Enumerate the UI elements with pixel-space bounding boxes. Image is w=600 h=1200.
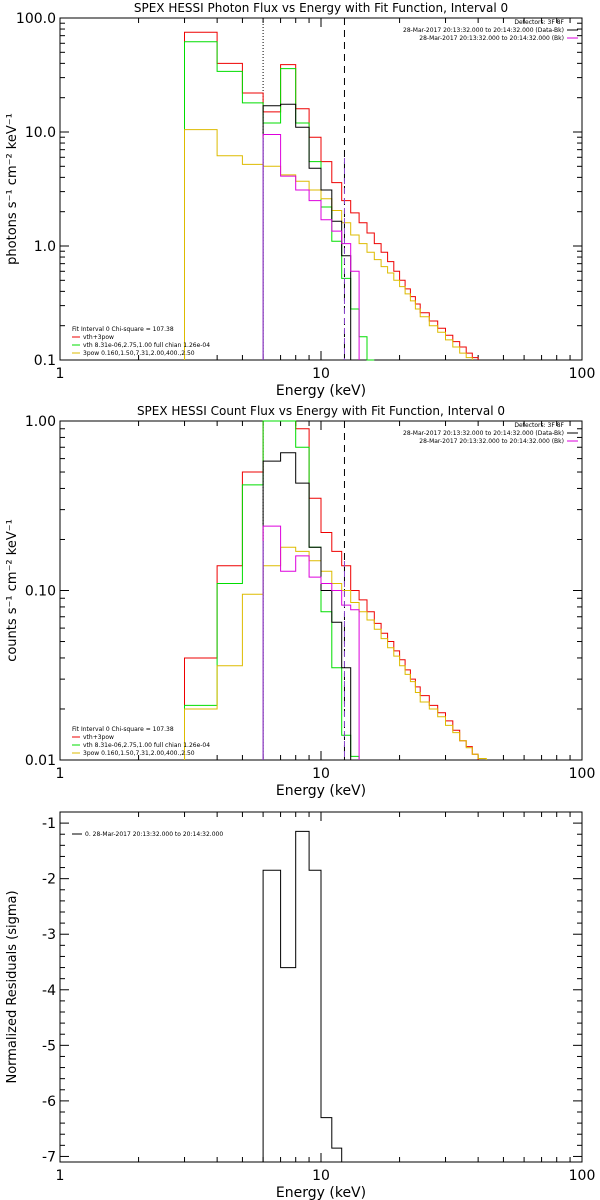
header-text: 28-Mar-2017 20:13:32.000 to 20:14:32.000… [419,35,564,42]
y-tick-label: -4 [42,983,56,999]
series-line-3pow [184,129,473,360]
series-line-3pow [184,546,487,760]
legend-text: Fit Interval 0 Chi-square = 107.38 [72,326,174,333]
header-text: Detectors: 3F 8F [514,422,564,429]
series-line-data-bk [262,103,352,360]
y-tick-label: 0.01 [25,753,56,769]
x-tick-label: 100 [569,1168,596,1184]
series-line-bk [262,525,360,760]
header-text: Detectors: 3F 8F [514,19,564,26]
x-tick-label: 1 [56,366,65,382]
y-tick-label: 1.00 [25,414,56,430]
y-tick-label: -5 [42,1038,56,1054]
legend-text: Fit Interval 0 Chi-square = 107.38 [72,726,174,733]
x-tick-label: 1 [56,766,65,782]
y-axis-label: photons s⁻¹ cm⁻² keV⁻¹ [5,113,20,265]
y-tick-label: 1.0 [34,239,56,255]
x-tick-label: 10 [312,1168,330,1184]
y-tick-label: 0.10 [25,584,56,600]
y-tick-label: -1 [42,816,56,832]
legend-text: vth+3pow [83,334,114,341]
chart-title: SPEX HESSI Photon Flux vs Energy with Fi… [134,1,508,15]
y-axis-label: counts s⁻¹ cm⁻² keV⁻¹ [5,519,20,662]
x-tick-label: 10 [312,366,330,382]
series-line-data-bk [262,452,352,760]
header-text: 28-Mar-2017 20:13:32.000 to 20:14:32.000… [403,430,564,437]
x-tick-label: 100 [569,766,596,782]
y-tick-label: -2 [42,872,56,888]
x-axis-label: Energy (keV) [276,783,366,799]
legend-text: vth 8.31e-06,2.75,1.00 full chian 1.26e-… [83,342,210,349]
legend-text: 3pow 0.160,1.50,7.31,2.00,400.,2.50 [83,350,195,357]
series-line-0-28-mar-2017-20-13-32-000-to-20-14-32-000 [262,830,343,1162]
y-tick-label: -3 [42,927,56,943]
legend-text: vth 8.31e-06,2.75,1.00 full chian 1.26e-… [83,742,210,749]
header-text: 28-Mar-2017 20:13:32.000 to 20:14:32.000… [403,27,564,34]
y-tick-label: 100.0 [16,11,56,27]
legend-text: vth+3pow [83,734,114,741]
series-line-vth-3pow [184,31,479,360]
y-tick-label: -7 [42,1149,56,1165]
x-tick-label: 10 [312,766,330,782]
y-tick-label: 0.1 [34,353,56,369]
x-tick-label: 1 [56,1168,65,1184]
chart-title: SPEX HESSI Count Flux vs Energy with Fit… [137,404,505,418]
header-text: 28-Mar-2017 20:13:32.000 to 20:14:32.000… [419,438,564,445]
y-tick-label: -6 [42,1094,56,1110]
y-axis-label: Normalized Residuals (sigma) [5,890,20,1083]
x-tick-label: 100 [569,366,596,382]
y-tick-label: 10.0 [25,125,56,141]
legend-text: 0. 28-Mar-2017 20:13:32.000 to 20:14:32.… [85,831,223,838]
legend-text: 3pow 0.160,1.50,7.31,2.00,400.,2.50 [83,750,195,757]
x-axis-label: Energy (keV) [276,383,366,399]
x-axis-label: Energy (keV) [276,1185,366,1200]
series-line-bk [262,134,360,360]
